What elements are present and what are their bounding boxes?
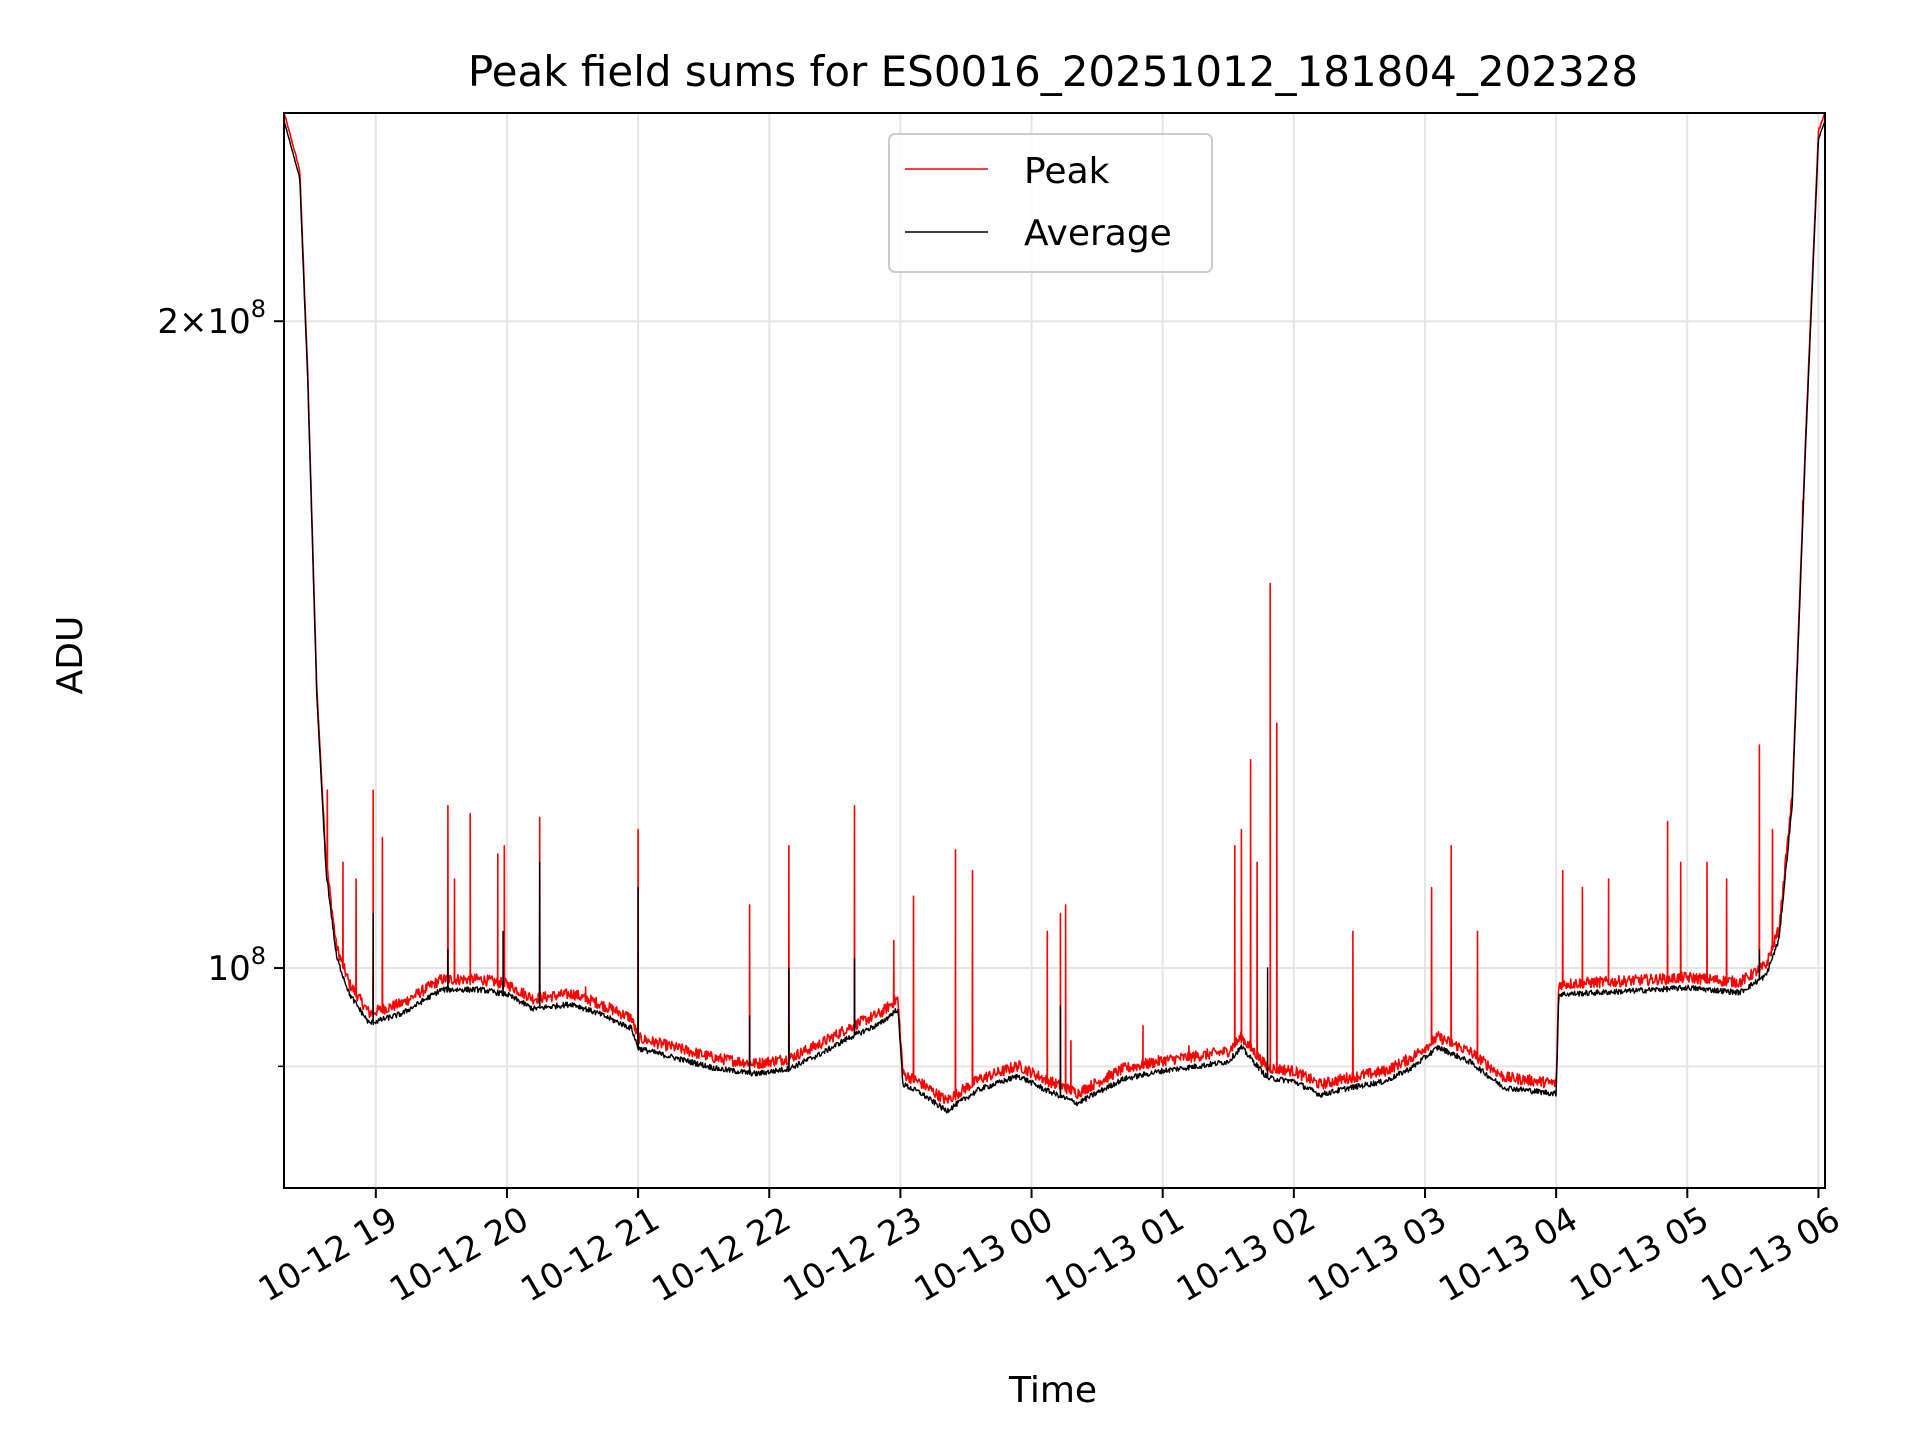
series-peak-line [284, 113, 1825, 1105]
y-tick-label: 108 [207, 942, 266, 989]
chart-title: Peak field sums for ES0016_20251012_1818… [468, 47, 1638, 96]
plot-frame [283, 112, 1826, 1189]
series-average-line [284, 120, 1825, 1114]
y-axis: 108 2×108 [157, 295, 284, 1068]
x-axis-label: Time [1008, 1370, 1097, 1411]
y-tick-label: 2×108 [157, 295, 266, 342]
series-layer [284, 113, 1825, 1114]
legend: Peak Average [888, 133, 1213, 273]
y-axis-label: ADU [50, 616, 91, 695]
legend-peak-label: Peak [1024, 151, 1110, 192]
legend-average-label: Average [1024, 213, 1172, 254]
grid-lines [284, 113, 1825, 1188]
